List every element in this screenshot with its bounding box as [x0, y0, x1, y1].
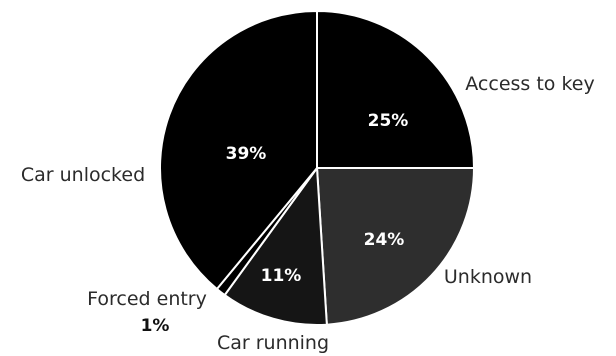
slice-label-access-to-key: Access to key — [465, 73, 594, 95]
pie-slice-access-to-key — [316, 10, 475, 169]
slice-value-unknown: 24% — [364, 230, 405, 250]
slice-label-forced-entry: Forced entry — [87, 288, 207, 310]
slice-label-unknown: Unknown — [444, 266, 532, 288]
pie-slice-car-unlocked — [159, 10, 318, 290]
pie-slices — [159, 10, 475, 326]
pie-labels: Access to key 25% Unknown 24% Car running 11%… — [21, 73, 595, 354]
slice-label-car-unlocked: Car unlocked — [21, 164, 145, 186]
slice-value-access-to-key: 25% — [368, 111, 409, 131]
slice-value-car-unlocked: 39% — [226, 144, 267, 164]
pie-slice-car-running — [223, 167, 328, 326]
pie-slice-unknown — [316, 167, 475, 326]
slice-label-car-running: Car running — [217, 332, 329, 354]
slice-value-forced-entry: 1% — [141, 316, 170, 336]
slice-value-car-running: 11% — [261, 266, 302, 286]
